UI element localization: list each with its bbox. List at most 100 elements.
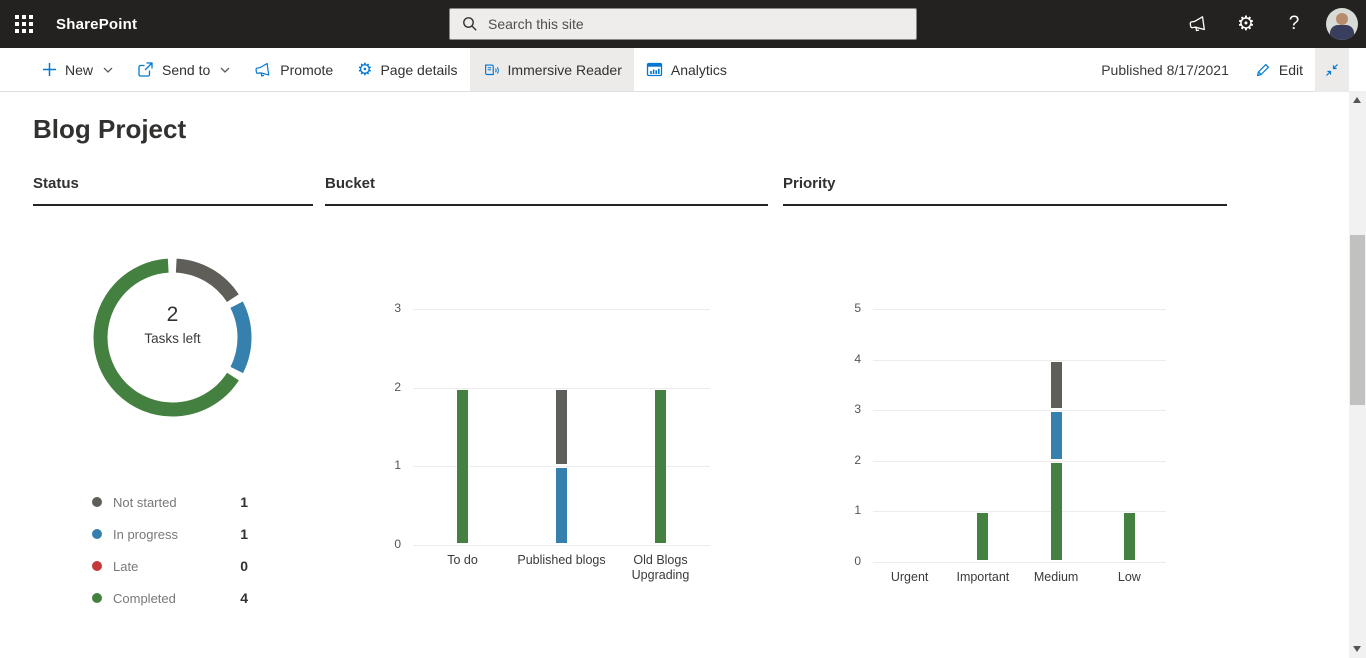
- tasks-left-value: 2: [166, 303, 179, 326]
- scroll-up-arrow-icon[interactable]: [1353, 97, 1361, 103]
- question-mark-icon: ?: [1288, 13, 1300, 34]
- avatar: [1326, 8, 1358, 40]
- y-axis-tick-label: 2: [394, 379, 401, 394]
- settings-button[interactable]: ⚙: [1222, 0, 1270, 48]
- page-details-label: Page details: [380, 61, 458, 78]
- donut-segment-in-progress[interactable]: [93, 258, 252, 417]
- megaphone-icon: [255, 62, 270, 76]
- gridline: [873, 309, 1166, 310]
- legend-item-not-started: Not started 1: [92, 486, 248, 518]
- y-axis-tick-label: 2: [854, 452, 861, 467]
- app-title: SharePoint: [56, 15, 138, 33]
- y-axis-tick-label: 1: [394, 458, 401, 473]
- promote-button[interactable]: Promote: [242, 48, 345, 91]
- scrollbar-thumb[interactable]: [1350, 235, 1365, 405]
- gridline: [873, 511, 1166, 513]
- send-to-label: Send to: [162, 61, 211, 78]
- announcements-button[interactable]: [1174, 0, 1222, 48]
- command-bar-right: Published 8/17/2021 Edit: [1101, 48, 1349, 92]
- gridline: [873, 562, 1166, 563]
- bar-segment-in-progress[interactable]: [556, 468, 567, 543]
- x-axis-category-label: Low: [1117, 570, 1141, 584]
- gear-icon: ⚙: [1237, 13, 1255, 35]
- new-button[interactable]: New: [30, 48, 125, 91]
- donut-segment-completed[interactable]: [93, 258, 252, 417]
- published-status: Published 8/17/2021: [1101, 62, 1229, 78]
- gridline: [873, 410, 1166, 412]
- immersive-reader-button[interactable]: Immersive Reader: [469, 48, 634, 91]
- legend-item-late: Late 0: [92, 550, 248, 582]
- legend-dot-icon: [92, 529, 102, 539]
- analytics-label: Analytics: [670, 61, 727, 78]
- edit-button[interactable]: Edit: [1243, 48, 1315, 92]
- legend-label: Late: [113, 558, 139, 574]
- page-title: Blog Project: [33, 114, 187, 144]
- tasks-left-label: Tasks left: [144, 331, 201, 346]
- immersive-reader-icon: [484, 63, 499, 75]
- bar-segment-completed[interactable]: [1123, 513, 1135, 560]
- account-button[interactable]: [1318, 0, 1366, 48]
- x-axis-category-label: To do: [447, 553, 478, 567]
- command-bar-left: New Send to: [30, 48, 739, 91]
- x-axis-category-label: Urgent: [890, 570, 929, 584]
- analytics-button[interactable]: Analytics: [634, 48, 739, 91]
- legend-label: In progress: [113, 526, 179, 542]
- legend-value: 1: [240, 526, 248, 542]
- section-header-bucket: Bucket: [325, 175, 768, 206]
- bar-segment-not-started[interactable]: [1050, 361, 1062, 409]
- collapse-command-bar-button[interactable]: [1315, 48, 1349, 92]
- suite-bar-right: ⚙ ?: [1174, 0, 1366, 48]
- bar-segment-not-started[interactable]: [556, 389, 567, 465]
- bucket-bar-chart: 0 1 2 3 To do Published blogs Old Blogs Upgrad…: [394, 301, 710, 582]
- legend-item-in-progress: In progress 1: [92, 518, 248, 550]
- immersive-reader-label: Immersive Reader: [507, 61, 622, 78]
- legend-item-completed: Completed 4: [92, 582, 248, 614]
- x-axis-category-label: Medium: [1033, 570, 1079, 584]
- command-bar: New Send to: [0, 48, 1366, 92]
- vertical-scrollbar[interactable]: [1349, 91, 1366, 658]
- status-donut-chart: [93, 258, 252, 417]
- share-icon: [138, 62, 153, 77]
- scroll-down-arrow-icon[interactable]: [1353, 646, 1361, 652]
- bar-segment-completed[interactable]: [977, 513, 989, 560]
- legend-value: 1: [240, 494, 248, 510]
- send-to-button[interactable]: Send to: [125, 48, 242, 91]
- plus-icon: [43, 63, 56, 76]
- waffle-icon: [15, 15, 33, 33]
- collapse-icon: [1326, 64, 1338, 76]
- megaphone-icon: [1189, 16, 1205, 32]
- bar-segment-in-progress[interactable]: [1050, 412, 1062, 459]
- y-axis-tick-label: 4: [854, 351, 861, 366]
- pencil-icon: [1256, 63, 1269, 77]
- bar-segment-completed[interactable]: [1050, 462, 1062, 560]
- analytics-icon: [646, 62, 663, 77]
- legend-value: 0: [240, 558, 248, 574]
- gear-icon: ⚙: [357, 60, 373, 79]
- new-label: New: [65, 61, 94, 78]
- bar-segment-completed[interactable]: [457, 389, 468, 543]
- edit-label: Edit: [1278, 62, 1303, 78]
- gridline: [413, 466, 710, 468]
- x-axis-category-label: Important: [956, 570, 1010, 584]
- y-axis-tick-label: 5: [854, 301, 861, 315]
- section-header-priority: Priority: [783, 175, 1227, 206]
- page-details-button[interactable]: ⚙ Page details: [345, 48, 469, 91]
- y-axis-tick-label: 3: [394, 301, 401, 315]
- help-button[interactable]: ?: [1270, 0, 1318, 48]
- legend-label: Not started: [113, 494, 177, 510]
- app-launcher-button[interactable]: [0, 0, 48, 48]
- y-axis-tick-label: 0: [854, 554, 861, 568]
- chevron-down-icon: [220, 67, 230, 73]
- suite-bar: SharePoint ⚙ ?: [0, 0, 1366, 48]
- promote-label: Promote: [280, 61, 334, 78]
- bar-segment-completed[interactable]: [655, 389, 666, 543]
- search-icon: [463, 17, 477, 31]
- section-header-status: Status: [33, 175, 313, 206]
- search-input[interactable]: [488, 16, 888, 32]
- legend-value: 4: [240, 590, 248, 606]
- site-search[interactable]: [449, 8, 917, 40]
- status-legend: Not started 1 In progress 1 Late 0 Completed 4: [92, 486, 248, 614]
- legend-dot-icon: [92, 593, 102, 603]
- gridline: [413, 309, 710, 310]
